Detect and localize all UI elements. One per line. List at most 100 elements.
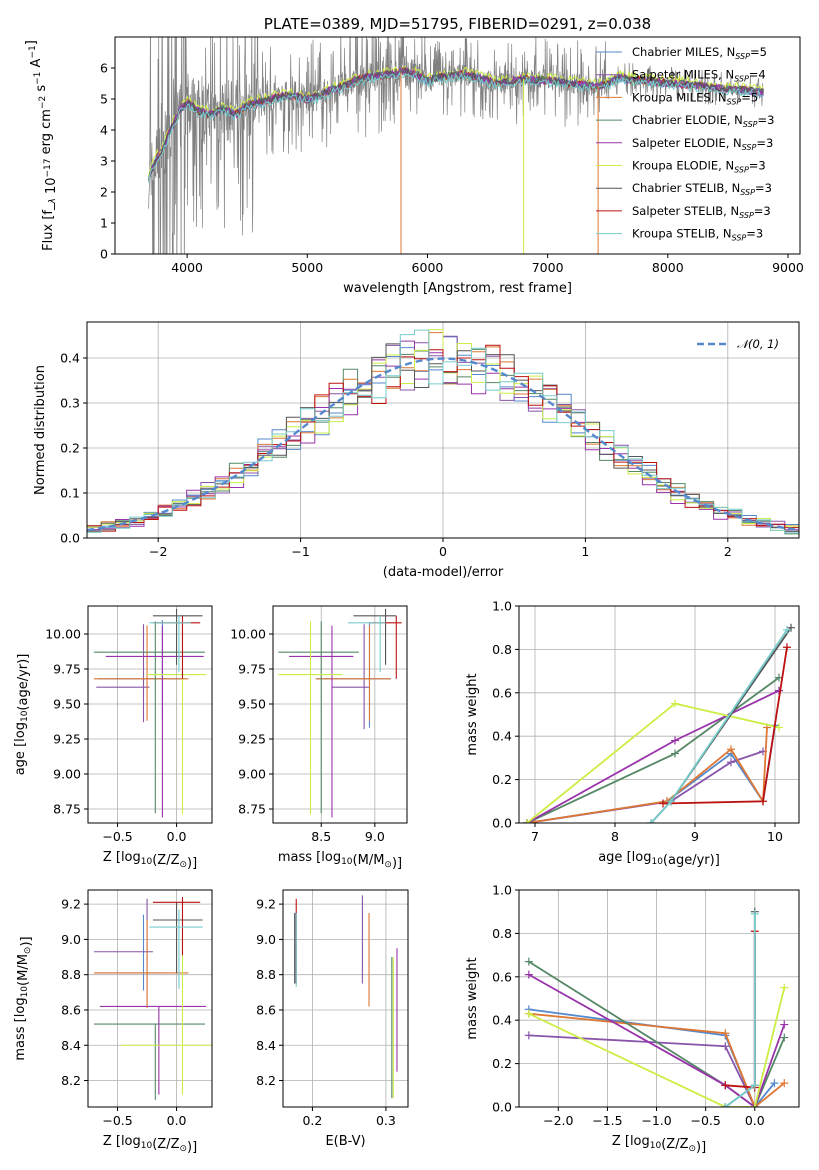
y-tick-label: 8.6	[61, 1002, 81, 1017]
chart-residuals: −2 −1 0 1 2 0.0 0.1 0.2 0.3 0.4 (data-model)/error…	[33, 321, 800, 580]
errorbar-point	[93, 1023, 205, 1100]
plot-area	[523, 623, 795, 823]
weight-marker	[759, 797, 767, 806]
y-tick-label: 0.0	[492, 1100, 512, 1115]
weight-series-2	[526, 727, 768, 823]
x-tick-label: 8.5	[311, 829, 331, 844]
y-tick-label: 8.75	[53, 802, 81, 817]
y-tick-label: 8.4	[256, 1038, 276, 1053]
axes-frame	[282, 889, 409, 1108]
y-tick-label: 8.2	[256, 1073, 276, 1088]
errorbar-point	[353, 608, 397, 665]
x-tick-label: 7	[531, 829, 539, 844]
weight-series-1	[528, 1034, 756, 1107]
y-tick-label: 0.4	[60, 351, 80, 366]
x-tick-label: 2	[724, 544, 732, 559]
x-tick-label: 0.0	[745, 1113, 765, 1128]
y-tick-label: 9.75	[238, 662, 266, 677]
y-tick-label: 9.50	[238, 697, 266, 712]
weight-marker	[775, 723, 783, 732]
legend-entry: Salpeter STELIB, NSSP=3	[632, 204, 771, 220]
x-tick-label: 8000	[652, 260, 684, 275]
weight-marker	[523, 819, 531, 823]
errorbar-point	[315, 625, 391, 721]
x-tick-label: 9000	[772, 260, 804, 275]
x-tick-label: −0.5	[690, 1113, 720, 1128]
plot-area	[93, 897, 212, 1100]
weight-marker	[721, 1103, 730, 1107]
chart-age_vs_z: −0.5 0.0 8.75 9.00 9.25 9.50 9.75 10.00 Z [log10…	[13, 605, 213, 871]
y-tick-label: 3	[100, 154, 108, 169]
weight-series-0	[528, 1008, 776, 1107]
weight-marker	[783, 625, 791, 634]
chart-mass_vs_z: −0.5 0.0 8.2 8.4 8.6 8.8 9.0 9.2 Z [log10(Z/Z⊙)]…	[13, 889, 213, 1155]
weight-marker	[524, 1009, 533, 1018]
legend-entry: Salpeter MILES, NSSP=4	[632, 68, 766, 84]
y-tick-label: 0.2	[492, 772, 512, 787]
x-tick-label: −1	[291, 544, 309, 559]
y-tick-label: 1.0	[492, 883, 512, 898]
legend-entry: Chabrier STELIB, NSSP=3	[632, 181, 772, 197]
y-tick-label: 4	[100, 123, 108, 138]
y-tick-label: 0.8	[492, 926, 512, 941]
y-tick-label: 10.00	[45, 627, 81, 642]
errorbar-point	[121, 939, 212, 1095]
plot-area	[148, 37, 765, 254]
y-axis-label: mass [log10(M/M⊙)]	[13, 936, 34, 1060]
y-tick-label: 0	[100, 247, 108, 262]
legend-entry: Kroupa ELODIE, NSSP=3	[632, 159, 766, 175]
y-tick-label: 0.0	[60, 531, 80, 546]
y-tick-label: 9.75	[53, 662, 81, 677]
y-tick-label: 9.00	[53, 767, 81, 782]
normal-reference-curve	[87, 357, 799, 532]
axes-frame	[86, 321, 800, 539]
plot-area	[294, 895, 398, 1099]
y-tick-label: 10.00	[230, 627, 266, 642]
chart-weight_vs_z: −2.0 −1.5 −1.0 −0.5 0.0 0.0 0.2 0.4 0.6 0.8 1.0 Z […	[465, 883, 800, 1155]
y-tick-label: 9.2	[256, 897, 276, 912]
legend-entry: Kroupa STELIB, NSSP=3	[632, 227, 763, 243]
x-tick-label: 0.2	[302, 1113, 322, 1128]
weight-series-7	[725, 931, 756, 1089]
y-tick-label: 0.4	[492, 729, 512, 744]
axes-frame	[87, 889, 213, 1108]
weight-marker	[750, 1081, 759, 1090]
plot-area	[278, 608, 402, 818]
weight-marker	[727, 758, 735, 767]
y-tick-label: 0.4	[492, 1013, 512, 1028]
y-tick-label: 0.8	[492, 642, 512, 657]
x-tick-label: 4000	[171, 260, 203, 275]
x-tick-label: 9.0	[365, 829, 385, 844]
weight-marker	[783, 643, 791, 652]
errorbar-point	[278, 621, 343, 815]
errorbar-point	[149, 615, 191, 672]
weight-marker	[721, 1029, 730, 1038]
y-tick-label: 2	[100, 185, 108, 200]
errorbar-point	[105, 625, 204, 818]
x-tick-label: −1.5	[592, 1113, 622, 1128]
errorbar-point	[93, 621, 205, 814]
errorbar-point	[152, 902, 203, 973]
weight-marker	[780, 1020, 789, 1029]
weight-marker	[524, 1031, 533, 1040]
model-spectrum-8	[148, 71, 764, 183]
weight-marker	[750, 1103, 759, 1107]
chart-spectrum: 4000 5000 6000 7000 8000 9000 0 1 2 3 4 5 6 wavelengt…	[24, 15, 804, 296]
y-axis-label: age [log10(age/yr)]	[13, 654, 31, 776]
x-axis-label: (data-model)/error	[383, 565, 504, 580]
y-tick-label: 9.50	[53, 697, 81, 712]
weight-marker	[647, 819, 655, 823]
x-tick-label: 8	[611, 829, 619, 844]
weight-marker	[667, 797, 675, 806]
x-tick-label: −2.0	[543, 1113, 573, 1128]
y-tick-label: 0.1	[60, 486, 80, 501]
y-tick-label: 8.2	[61, 1073, 81, 1088]
weight-marker	[750, 909, 759, 918]
chart-weight_vs_age: 7 8 9 10 0.0 0.2 0.4 0.6 0.8 1.0 age [log10(age/yr…	[465, 599, 800, 868]
weight-marker	[770, 1079, 779, 1088]
axes-frame	[518, 889, 800, 1108]
chart-title: PLATE=0389, MJD=51795, FIBERID=0291, z=0…	[264, 15, 651, 33]
y-tick-label: 8.4	[61, 1038, 81, 1053]
errorbar-point	[152, 608, 203, 665]
